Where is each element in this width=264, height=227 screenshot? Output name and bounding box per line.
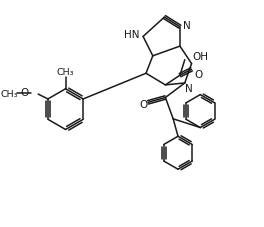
Text: CH₃: CH₃ xyxy=(1,89,18,98)
Text: O: O xyxy=(195,70,203,80)
Text: OH: OH xyxy=(192,52,209,62)
Text: O: O xyxy=(139,100,147,110)
Text: N: N xyxy=(185,84,192,93)
Text: O: O xyxy=(21,88,29,98)
Text: HN: HN xyxy=(124,30,139,40)
Text: CH₃: CH₃ xyxy=(57,67,74,76)
Text: N: N xyxy=(183,21,191,31)
